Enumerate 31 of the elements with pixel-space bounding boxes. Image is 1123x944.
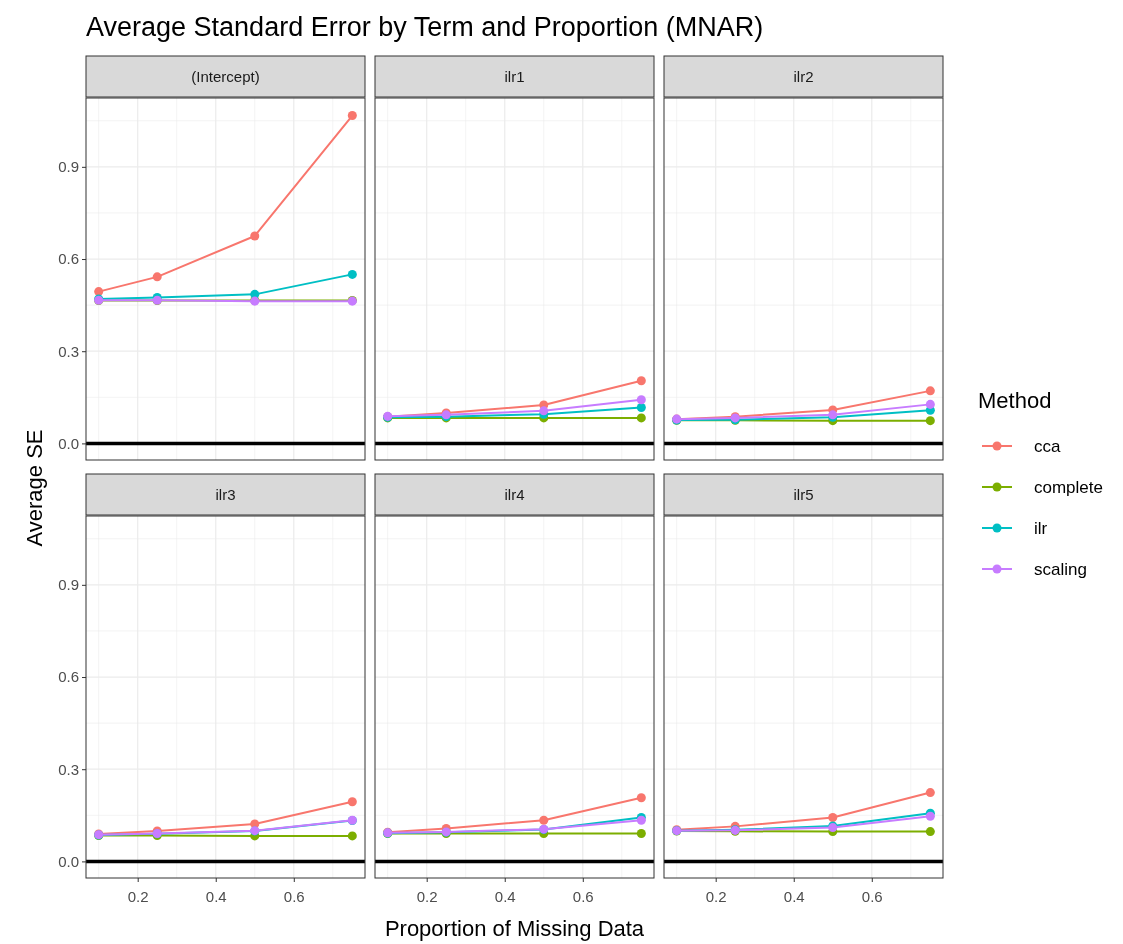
chart-title: ilr5 (793, 486, 814, 503)
x-tick-label: 0.4 (205, 887, 227, 905)
chart-title: ilr4 (504, 486, 525, 503)
chart-title: ilr1 (504, 68, 525, 85)
x-tick-label: 0.2 (416, 887, 438, 905)
x-tick-label: 0.4 (494, 887, 516, 905)
x-tick-label: 0.6 (572, 887, 594, 905)
y-tick-label: 0.6 (58, 250, 79, 268)
legend-label: cca (1034, 437, 1061, 456)
x-axis-title: Proportion of Missing Data (384, 916, 645, 941)
y-tick-label: 0.0 (58, 434, 79, 452)
y-tick-label: 0.3 (58, 760, 79, 778)
chart-title: ilr2 (793, 68, 814, 85)
y-tick-label: 0.9 (58, 158, 79, 176)
x-tick-label: 0.6 (861, 887, 883, 905)
legend-label: ilr (1034, 519, 1048, 538)
y-tick-label: 0.0 (58, 852, 79, 870)
chart-title: (Intercept) (191, 68, 260, 85)
x-tick-label: 0.6 (283, 887, 305, 905)
y-tick-label: 0.3 (58, 342, 79, 360)
x-tick-label: 0.2 (127, 887, 149, 905)
x-tick-label: 0.2 (705, 887, 727, 905)
y-tick-label: 0.6 (58, 668, 79, 686)
x-tick-label: 0.4 (783, 887, 805, 905)
y-tick-label: 0.9 (58, 576, 79, 594)
legend-label: complete (1034, 478, 1103, 497)
y-axis-title: Average SE (22, 429, 47, 547)
text: Average Standard Error by Term and Proportion (MNAR) (86, 12, 764, 42)
legend-title: Method (978, 388, 1052, 413)
legend-label: scaling (1034, 560, 1087, 579)
chart-title: ilr3 (215, 486, 236, 503)
